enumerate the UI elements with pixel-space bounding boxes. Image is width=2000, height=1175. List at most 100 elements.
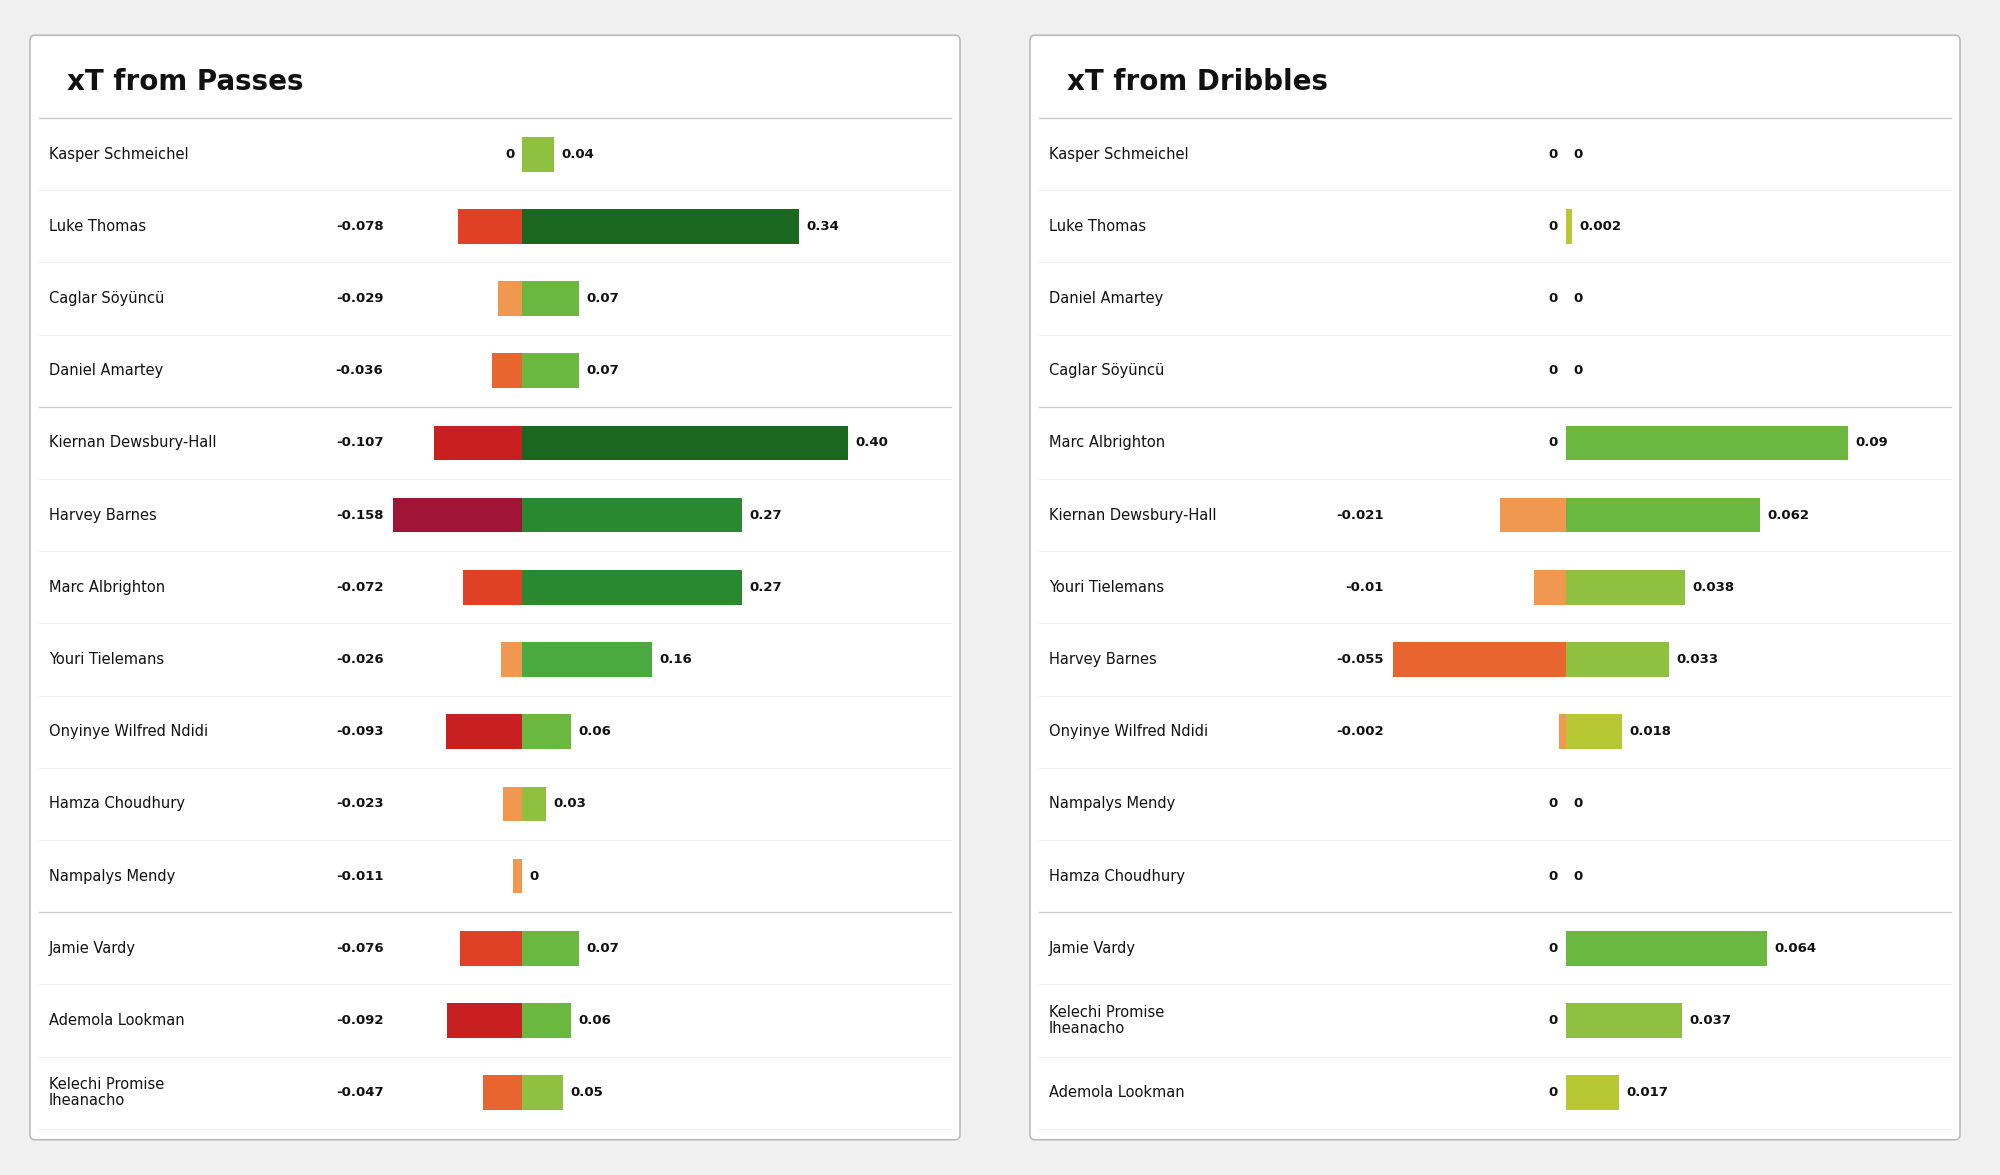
Text: 0.033: 0.033 (1676, 653, 1718, 666)
Text: 0.002: 0.002 (1580, 220, 1622, 233)
Bar (522, 281, 578, 316)
Text: 0.09: 0.09 (1856, 436, 1888, 449)
Text: 0: 0 (1548, 1014, 1558, 1027)
Text: 0.064: 0.064 (1774, 941, 1816, 955)
Text: Jamie Vardy: Jamie Vardy (1048, 941, 1136, 955)
Bar (1566, 643, 1670, 677)
Bar (1500, 498, 1566, 532)
Text: Daniel Amartey: Daniel Amartey (1048, 291, 1162, 306)
Bar (498, 281, 522, 316)
Text: 0: 0 (1572, 293, 1582, 306)
Text: -0.011: -0.011 (336, 870, 384, 882)
Bar (522, 209, 800, 243)
Text: 0.07: 0.07 (586, 293, 620, 306)
Text: -0.023: -0.023 (336, 798, 384, 811)
Text: 0: 0 (1548, 798, 1558, 811)
Text: 0.40: 0.40 (856, 436, 888, 449)
Text: Kasper Schmeichel: Kasper Schmeichel (1048, 147, 1188, 162)
Bar (1566, 1075, 1618, 1110)
Text: Youri Tielemans: Youri Tielemans (48, 652, 164, 667)
Text: 0: 0 (1572, 870, 1582, 882)
Text: Kiernan Dewsbury-Hall: Kiernan Dewsbury-Hall (48, 436, 216, 450)
Text: -0.072: -0.072 (336, 580, 384, 593)
Text: -0.026: -0.026 (336, 653, 384, 666)
Text: 0.062: 0.062 (1768, 509, 1810, 522)
Text: -0.158: -0.158 (336, 509, 384, 522)
Text: Youri Tielemans: Youri Tielemans (1048, 579, 1164, 595)
Bar (1566, 498, 1760, 532)
Text: Hamza Choudhury: Hamza Choudhury (48, 797, 184, 812)
Bar (1566, 570, 1684, 605)
Text: 0.07: 0.07 (586, 941, 620, 955)
Bar (458, 209, 522, 243)
Text: 0: 0 (1572, 798, 1582, 811)
Text: 0.27: 0.27 (750, 509, 782, 522)
Bar (446, 714, 522, 748)
Text: 0: 0 (530, 870, 538, 882)
Text: Daniel Amartey: Daniel Amartey (48, 363, 162, 378)
Text: Harvey Barnes: Harvey Barnes (1048, 652, 1156, 667)
Text: -0.078: -0.078 (336, 220, 384, 233)
Text: -0.047: -0.047 (336, 1086, 384, 1099)
Bar (512, 859, 522, 893)
Text: Marc Albrighton: Marc Albrighton (1048, 436, 1164, 450)
Text: 0: 0 (1548, 293, 1558, 306)
Bar (500, 643, 522, 677)
Bar (446, 1003, 522, 1038)
Text: Kiernan Dewsbury-Hall: Kiernan Dewsbury-Hall (1048, 508, 1216, 523)
Bar (1566, 714, 1622, 748)
Bar (462, 570, 522, 605)
Text: Ademola Lookman: Ademola Lookman (1048, 1085, 1184, 1100)
Text: 0.038: 0.038 (1692, 580, 1734, 593)
Bar (392, 498, 522, 532)
Text: Luke Thomas: Luke Thomas (48, 219, 146, 234)
Bar (1566, 1003, 1682, 1038)
Bar (522, 425, 848, 461)
Text: 0.017: 0.017 (1626, 1086, 1668, 1099)
Bar (522, 1075, 562, 1110)
FancyBboxPatch shape (1030, 35, 1960, 1140)
Bar (522, 931, 578, 966)
Bar (434, 425, 522, 461)
Text: Jamie Vardy: Jamie Vardy (48, 941, 136, 955)
Text: -0.055: -0.055 (1336, 653, 1384, 666)
Text: Caglar Söyüncü: Caglar Söyüncü (1048, 363, 1164, 378)
Text: Marc Albrighton: Marc Albrighton (48, 579, 164, 595)
Text: 0.018: 0.018 (1630, 725, 1672, 738)
Text: Luke Thomas: Luke Thomas (1048, 219, 1146, 234)
Text: -0.107: -0.107 (336, 436, 384, 449)
Text: 0: 0 (1572, 364, 1582, 377)
Text: 0: 0 (1548, 1086, 1558, 1099)
Text: Onyinye Wilfred Ndidi: Onyinye Wilfred Ndidi (48, 724, 208, 739)
Bar (484, 1075, 522, 1110)
Text: 0.06: 0.06 (578, 725, 612, 738)
Text: 0.07: 0.07 (586, 364, 620, 377)
Text: Harvey Barnes: Harvey Barnes (48, 508, 156, 523)
Text: 0: 0 (1548, 364, 1558, 377)
Text: Hamza Choudhury: Hamza Choudhury (1048, 868, 1184, 884)
Bar (522, 1003, 570, 1038)
Bar (522, 570, 742, 605)
Bar (1566, 209, 1572, 243)
Bar (460, 931, 522, 966)
Text: 0.037: 0.037 (1690, 1014, 1732, 1027)
Text: Nampalys Mendy: Nampalys Mendy (1048, 797, 1174, 812)
Bar (1560, 714, 1566, 748)
Bar (502, 786, 522, 821)
Text: 0.05: 0.05 (570, 1086, 602, 1099)
Text: Onyinye Wilfred Ndidi: Onyinye Wilfred Ndidi (1048, 724, 1208, 739)
Text: -0.076: -0.076 (336, 941, 384, 955)
Text: Kasper Schmeichel: Kasper Schmeichel (48, 147, 188, 162)
Text: xT from Passes: xT from Passes (68, 68, 304, 96)
Text: 0: 0 (1572, 148, 1582, 161)
Text: 0.27: 0.27 (750, 580, 782, 593)
Bar (492, 354, 522, 388)
Text: 0: 0 (1548, 148, 1558, 161)
Text: -0.021: -0.021 (1336, 509, 1384, 522)
Text: -0.002: -0.002 (1336, 725, 1384, 738)
Bar (1566, 931, 1766, 966)
Text: Kelechi Promise
Iheanacho: Kelechi Promise Iheanacho (48, 1077, 164, 1108)
Bar (522, 136, 554, 172)
Bar (1392, 643, 1566, 677)
Text: 0: 0 (506, 148, 514, 161)
